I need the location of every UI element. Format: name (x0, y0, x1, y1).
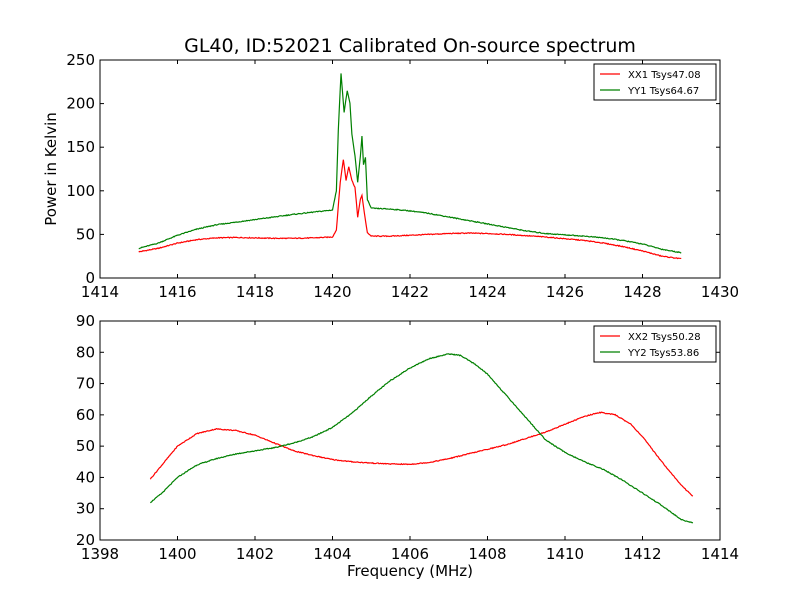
bottom-x-axis-label: Frequency (MHz) (347, 562, 473, 580)
y-tick-label: 250 (66, 51, 95, 69)
y-tick-label: 0 (85, 269, 95, 287)
legend: XX1 Tsys47.08 YY1 Tsys64.67 (593, 63, 717, 101)
x-tick-label: 1406 (391, 545, 429, 563)
x-tick-label: 1416 (158, 283, 196, 301)
legend: XX2 Tsys50.28 YY2 Tsys53.86 (593, 325, 717, 363)
x-tick-label: 1412 (623, 545, 661, 563)
x-tick-label: 1418 (236, 283, 274, 301)
y-tick-label: 200 (66, 95, 95, 113)
y-tick-label: 100 (66, 182, 95, 200)
x-tick-label: 1428 (623, 283, 661, 301)
x-tick-label: 1430 (701, 283, 739, 301)
x-tick-label: 1404 (313, 545, 351, 563)
x-tick-label: 1414 (701, 545, 739, 563)
y-tick-label: 90 (76, 312, 95, 330)
legend-label-2: YY2 Tsys53.86 (627, 348, 699, 359)
x-tick-label: 1408 (468, 545, 506, 563)
top-panel: 1414 1416 1418 1420 1422 1424 1426 1428 1430 0 50 1… (66, 51, 739, 301)
y-tick-label: 60 (76, 406, 95, 424)
y-tick-label: 70 (76, 375, 95, 393)
y-tick-label: 40 (76, 468, 95, 486)
legend-label-2: YY1 Tsys64.67 (627, 86, 699, 97)
series-line-1 (138, 159, 682, 260)
x-tick-label: 1422 (391, 283, 429, 301)
x-tick-label: 1424 (468, 283, 506, 301)
y-tick-label: 150 (66, 138, 95, 156)
x-tick-label: 1400 (158, 545, 196, 563)
y-tick-label: 20 (76, 531, 95, 549)
legend-box (593, 325, 717, 363)
series-line-1 (149, 411, 694, 497)
top-y-axis-label: Power in Kelvin (42, 112, 60, 226)
chart-title: GL40, ID:52021 Calibrated On-source spec… (184, 35, 636, 57)
y-tick-label: 30 (76, 500, 95, 518)
legend-label-1: XX2 Tsys50.28 (628, 332, 701, 343)
x-tick-label: 1398 (81, 545, 119, 563)
legend-box (593, 63, 717, 101)
series-line-2 (138, 73, 682, 254)
x-tick-label: 1414 (81, 283, 119, 301)
x-tick-label: 1426 (546, 283, 584, 301)
x-tick-label: 1410 (546, 545, 584, 563)
bottom-panel: 1398 1400 1402 1404 1406 1408 1410 1412 1414 20 30… (76, 312, 739, 563)
y-tick-label: 50 (76, 437, 95, 455)
y-tick-label: 80 (76, 343, 95, 361)
x-tick-label: 1402 (236, 545, 274, 563)
x-tick-label: 1420 (313, 283, 351, 301)
legend-label-1: XX1 Tsys47.08 (628, 70, 701, 81)
series-line-2 (149, 353, 694, 524)
y-tick-label: 50 (76, 225, 95, 243)
